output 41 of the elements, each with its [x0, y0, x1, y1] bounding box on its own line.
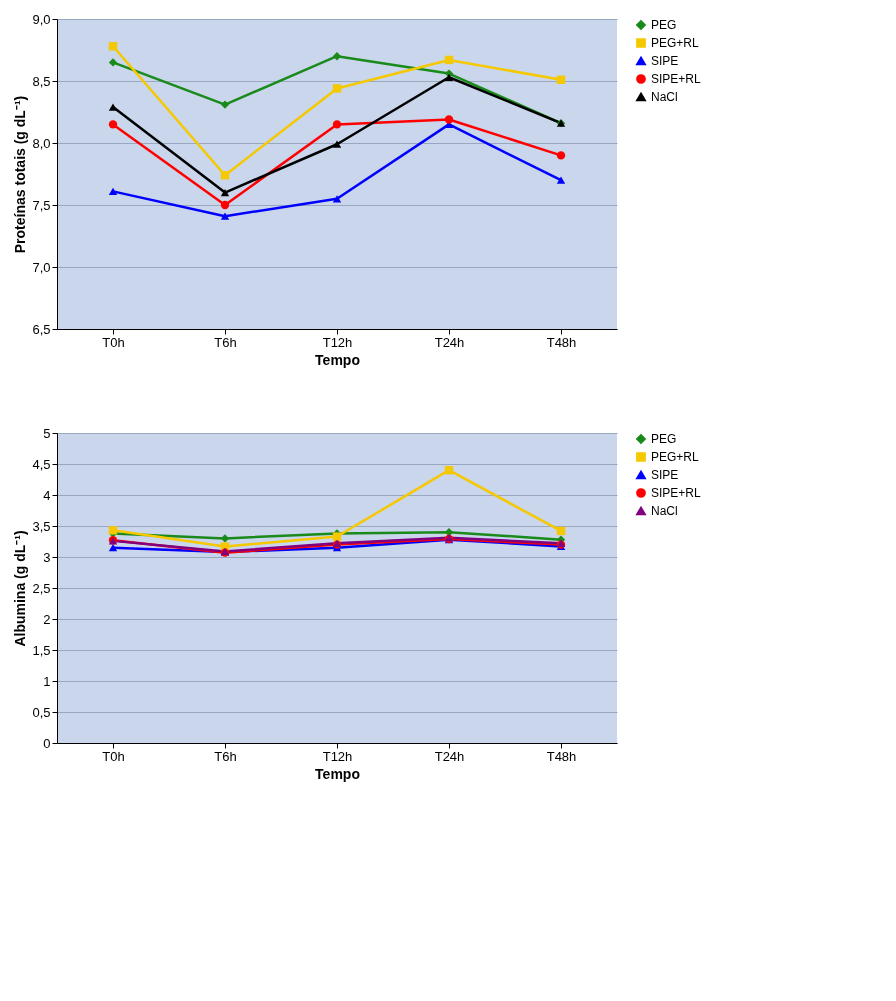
- y-tick-label: 0: [43, 735, 51, 751]
- y-tick-label: 4,5: [32, 456, 51, 472]
- legend-label: PEG: [651, 18, 677, 32]
- x-tick-label: T0h: [102, 334, 125, 350]
- y-tick-label: 8,0: [32, 135, 51, 151]
- x-tick-label: T48h: [546, 748, 577, 764]
- y-tick-label: 2: [43, 611, 51, 627]
- legend-label: SIPE: [651, 54, 679, 68]
- x-tick-label: T24h: [434, 334, 465, 350]
- legend-label: SIPE+RL: [651, 72, 702, 86]
- x-tick-label: T12h: [322, 334, 353, 350]
- y-tick-label: 7,5: [32, 197, 51, 213]
- legend-label: PEG+RL: [651, 450, 700, 464]
- y-tick-label: 4: [43, 487, 51, 503]
- x-tick-label: T6h: [214, 334, 237, 350]
- y-tick-label: 7,0: [32, 259, 51, 275]
- y-tick-label: 2,5: [32, 580, 51, 596]
- y-axis-title: Albumina (g dL⁻¹): [12, 530, 29, 647]
- y-tick-label: 5: [43, 425, 51, 441]
- legend-label: NaCl: [651, 90, 678, 104]
- x-tick-label: T6h: [214, 748, 237, 764]
- y-tick-label: 1: [43, 673, 51, 689]
- y-tick-label: 3: [43, 549, 51, 565]
- y-tick-label: 8,5: [32, 73, 51, 89]
- x-tick-label: T24h: [434, 748, 465, 764]
- legend-label: NaCl: [651, 504, 678, 518]
- x-tick-label: T12h: [322, 748, 353, 764]
- legend-label: PEG+RL: [651, 36, 700, 50]
- y-tick-label: 3,5: [32, 518, 51, 534]
- x-tick-label: T48h: [546, 334, 577, 350]
- x-axis-title: Tempo: [315, 351, 360, 368]
- y-axis-title: Proteínas totais (g dL⁻¹): [12, 95, 29, 254]
- legend-label: SIPE+RL: [651, 486, 702, 500]
- y-tick-label: 0,5: [32, 704, 51, 720]
- y-tick-label: 6,5: [32, 321, 51, 337]
- legend-label: SIPE: [651, 468, 679, 482]
- legend-label: PEG: [651, 432, 677, 446]
- y-tick-label: 9,0: [32, 11, 51, 27]
- x-axis-title: Tempo: [315, 765, 360, 782]
- x-tick-label: T0h: [102, 748, 125, 764]
- y-tick-label: 1,5: [32, 642, 51, 658]
